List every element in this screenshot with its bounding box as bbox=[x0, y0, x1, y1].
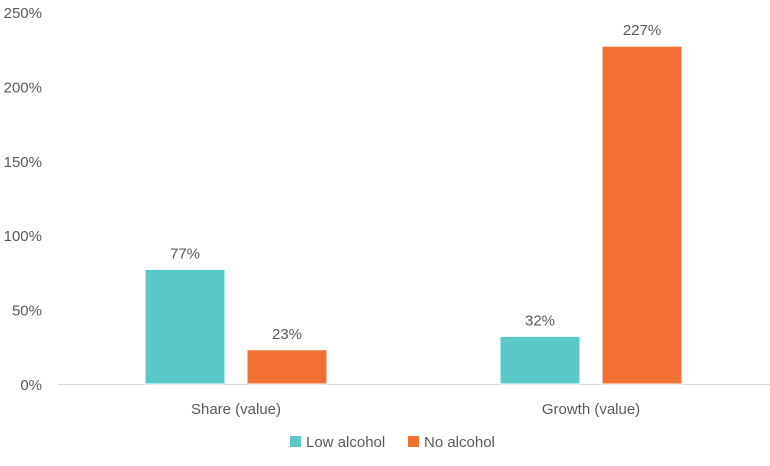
y-tick-label: 200% bbox=[4, 79, 42, 96]
bar-low-alcohol bbox=[144, 268, 226, 385]
y-tick-label: 0% bbox=[20, 377, 42, 394]
bar-no-alcohol bbox=[246, 349, 328, 385]
bar-low-alcohol bbox=[499, 335, 581, 385]
y-tick-label: 150% bbox=[4, 154, 42, 171]
data-label: 227% bbox=[623, 22, 661, 39]
y-tick-label: 100% bbox=[4, 228, 42, 245]
data-label: 77% bbox=[170, 245, 200, 262]
data-label: 32% bbox=[525, 312, 555, 329]
x-tick-label: Growth (value) bbox=[542, 401, 640, 418]
legend-swatch bbox=[408, 436, 419, 447]
data-label: 23% bbox=[272, 326, 302, 343]
legend-label: No alcohol bbox=[424, 434, 495, 451]
y-tick-label: 250% bbox=[4, 5, 42, 22]
bar-no-alcohol bbox=[601, 45, 683, 385]
y-tick-label: 50% bbox=[12, 303, 42, 320]
x-tick-label: Share (value) bbox=[191, 401, 281, 418]
legend-label: Low alcohol bbox=[306, 434, 385, 451]
legend-swatch bbox=[290, 436, 301, 447]
